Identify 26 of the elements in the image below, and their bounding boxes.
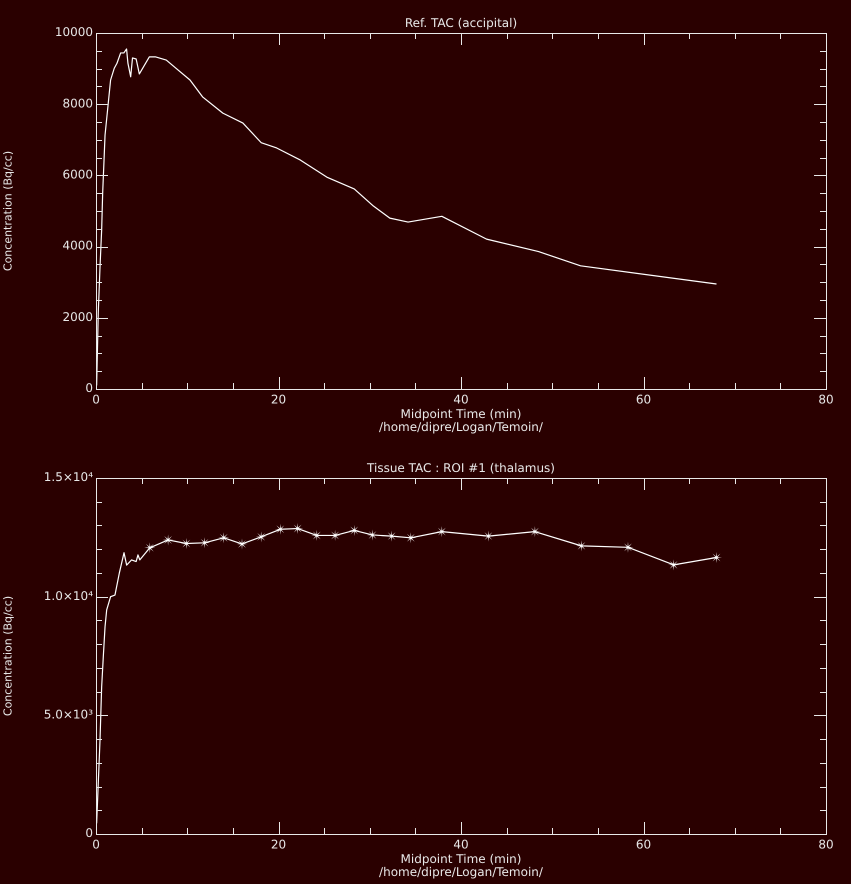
x-tick-label: 40 — [453, 837, 469, 852]
x-tick-label: 20 — [270, 392, 286, 406]
x-axis-title: Midpoint Time (min) — [400, 852, 522, 866]
y-tick-label: 5.0×10³ — [44, 707, 94, 722]
y-tick-label: 1.0×10⁴ — [44, 588, 94, 603]
y-tick-label: 1.5×10⁴ — [44, 470, 94, 484]
text: /home/dipre/Logan/Temoin/ — [379, 865, 544, 880]
chart-title: Ref. TAC (accipital) — [404, 16, 518, 30]
x-tick-label: 40 — [453, 392, 469, 406]
y-tick-label: 8000 — [62, 96, 93, 110]
y-tick-label: 0 — [85, 381, 93, 396]
x-tick-label: 80 — [818, 837, 834, 852]
y-axis-title: Concentration (Bq/cc) — [1, 596, 14, 716]
x-axis-title: Midpoint Time (min) — [400, 407, 522, 422]
text: /home/dipre/Logan/Temoin/ — [379, 420, 544, 434]
y-tick-label: 6000 — [62, 168, 93, 182]
chart-title: Tissue TAC : ROI #1 (thalamus) — [366, 461, 555, 476]
y-tick-label: 2000 — [62, 310, 93, 324]
y-axis-title: Concentration (Bq/cc) — [1, 150, 14, 272]
y-tick-label: 10000 — [54, 25, 93, 40]
y-tick-label: 4000 — [62, 238, 93, 253]
y-tick-label: 0 — [85, 826, 93, 840]
x-tick-label: 20 — [270, 837, 286, 852]
x-tick-label: 60 — [636, 392, 652, 406]
x-tick-label: 60 — [636, 837, 652, 852]
x-tick-label: 80 — [818, 392, 834, 406]
